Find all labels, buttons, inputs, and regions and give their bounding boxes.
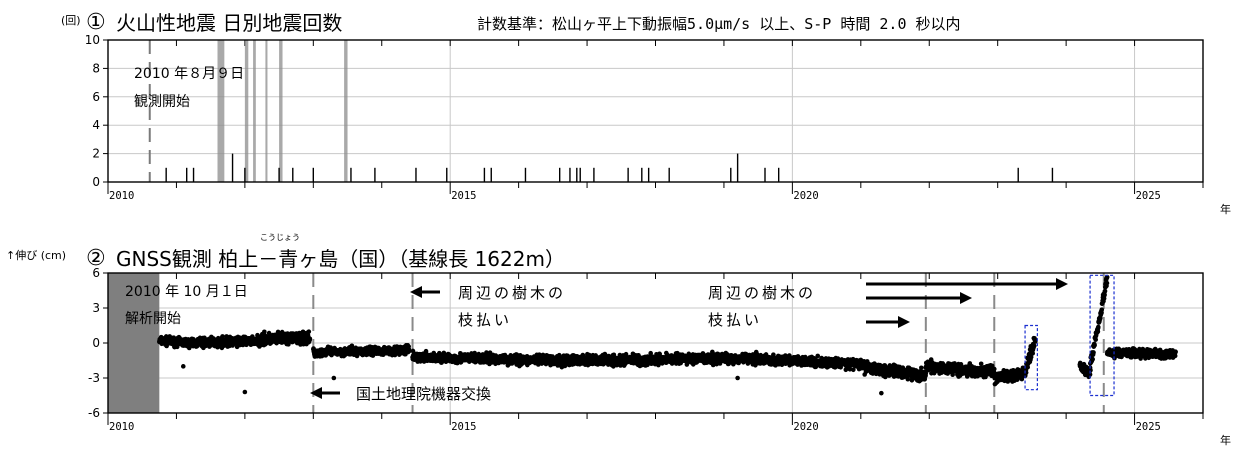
panel2-point [1104, 280, 1110, 286]
panel2-outlier [879, 390, 884, 396]
panel2-ytick-label: 6 [92, 266, 100, 280]
annotation-trees-2-line1: 周辺の樹木の [708, 284, 816, 302]
panel1-plot: 0 2 4 6 8 10 2010 2015 2020 2025 [85, 33, 1204, 202]
panel2-no-data-block [108, 273, 160, 413]
panel2-xtick-label: 2010 [109, 421, 134, 433]
panel2-title: GNSS観測 柏上－青ヶ島（国）（基線長 1622m） [116, 247, 565, 271]
panel1-ytick-label: 10 [85, 33, 100, 47]
panel1-gap-band [279, 40, 283, 182]
panel1-gap-band [217, 40, 225, 182]
panel2-point [1087, 372, 1093, 377]
panel2-point [1173, 349, 1178, 355]
panel1-ylabel: (回) [61, 14, 81, 27]
panel2-ylabel: ↑伸び (cm) [6, 249, 66, 262]
panel2-point [1028, 354, 1034, 360]
panel2-point [262, 329, 267, 335]
panel2-point [1092, 342, 1097, 348]
panel2-point [1088, 367, 1093, 373]
panel2-point [1096, 324, 1101, 330]
panel2-highlight-box [1024, 324, 1038, 391]
panel2-number: ② [86, 246, 106, 271]
panel2-point [1033, 339, 1038, 344]
panel2-point [847, 366, 853, 372]
panel2-point [1091, 350, 1096, 355]
panel2-point [919, 365, 924, 371]
panel1-year-label: 年 [1220, 202, 1231, 216]
panel2-points [157, 274, 1178, 396]
panel2-point [443, 359, 449, 365]
panel2-point [991, 366, 997, 372]
annotation-trees-2-line2: 枝払い [708, 311, 762, 329]
panel2-point [1095, 329, 1101, 334]
panel2-point [1172, 353, 1178, 359]
panel2-start-note-line2: 解析開始 [125, 311, 181, 327]
annotation-trees-1-line2: 枝払い [458, 311, 512, 329]
panel2-point [1093, 337, 1099, 342]
panel1-ytick-label: 0 [92, 175, 100, 189]
panel2-point [406, 348, 412, 354]
panel2-ytick-label: 0 [92, 336, 100, 350]
panel2-outlier [331, 375, 337, 381]
panel1-ytick-label: 8 [92, 61, 100, 75]
panel2-ytick-label: -3 [88, 371, 100, 385]
panel1-number: ① [86, 10, 106, 35]
panel1-gap-band [265, 40, 268, 182]
panel2-outlier [242, 389, 248, 395]
panel1-frame [107, 39, 1204, 183]
panel2-point [484, 350, 489, 355]
panel1-start-note-line2: 観測開始 [134, 93, 190, 110]
panel1-xtick-label: 2010 [109, 190, 134, 202]
panel2-point [1102, 292, 1107, 298]
panel2-point [851, 367, 856, 373]
panel2-point [882, 374, 888, 380]
panel1-start-note-line1: 2010 年８月９日 [134, 66, 244, 82]
annotation-equipment: 国土地理院機器交換 [356, 385, 491, 403]
panel1-xtick-label: 2015 [451, 190, 476, 202]
arrow-to-event-2024 [866, 278, 1068, 290]
panel2-outlier [735, 375, 740, 381]
panel2-highlight-box [1089, 274, 1115, 397]
panel2-start-note-line1: 2010 年 10 月１日 [125, 284, 248, 300]
arrow-to-event-2022 [866, 316, 910, 328]
panel1-criteria: 計数基準：松山ヶ平上下動振幅5.0μm/s 以上、S-P 時間 2.0 秒以内 [477, 15, 961, 33]
panel1-xtick-label: 2020 [793, 190, 818, 202]
panel2-plot: -6 -3 0 3 6 2010 2015 2020 2025 [88, 266, 1204, 433]
arrow-trees-1 [410, 286, 440, 298]
panel2-ytick-label: 3 [92, 301, 100, 315]
panel2-point [1104, 274, 1110, 280]
panel2-ytick-label: -6 [88, 406, 100, 420]
annotation-trees-1-line1: 周辺の樹木の [458, 284, 566, 302]
panel1-title: 火山性地震 日別地震回数 [116, 11, 342, 35]
panel1-gap-band [253, 40, 256, 182]
panel2-point [306, 329, 312, 334]
panel2-point [1099, 307, 1105, 312]
panel2-point [1090, 356, 1095, 362]
arrow-to-event-2023 [866, 292, 972, 304]
panel2-point [978, 361, 984, 367]
panel2-point [905, 376, 911, 382]
panel2-title-ruby: こうじょう [260, 233, 300, 242]
panel2-xtick-label: 2020 [793, 421, 818, 433]
panel2-xtick-label: 2025 [1136, 421, 1161, 433]
panel2-point [1025, 364, 1030, 370]
panel2-point [1102, 288, 1108, 294]
panel1-ytick-label: 6 [92, 90, 100, 104]
panel2-xtick-label: 2015 [451, 421, 476, 433]
panel1-ytick-label: 4 [92, 118, 100, 132]
panel1-gap-band [244, 40, 249, 182]
panel1-ytick-label: 2 [92, 147, 100, 161]
panel2-point [410, 348, 416, 354]
panel2-point [1031, 343, 1037, 349]
panel1-xtick-label: 2025 [1136, 190, 1161, 202]
panel2-point [815, 353, 821, 359]
panel2-frame [107, 272, 1204, 414]
arrow-equipment [310, 387, 340, 399]
panel2-point [923, 371, 929, 376]
panel2-point [307, 336, 313, 342]
panel2-year-label: 年 [1220, 433, 1231, 447]
panel2-outlier [180, 364, 186, 369]
panel2-point [1030, 351, 1036, 356]
panel1-gap-band [344, 40, 348, 182]
